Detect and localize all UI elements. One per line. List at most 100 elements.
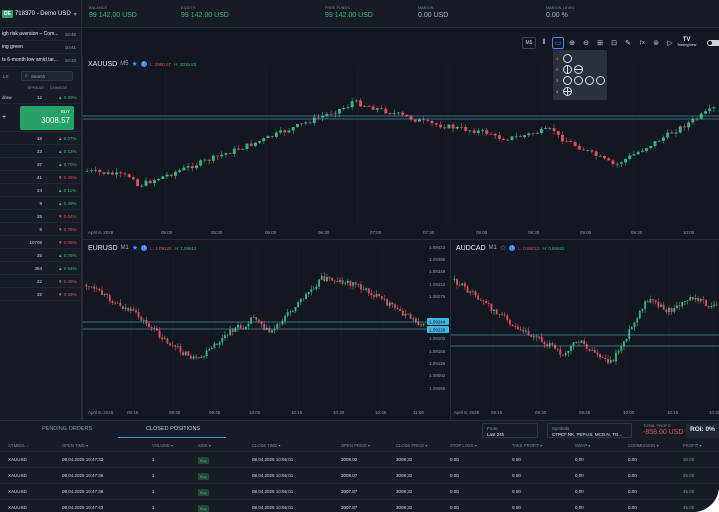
chart-panel-audcad[interactable]: AUDCAD M1 ☆ i L: 0.86010 H: 0.86682 Apri…: [450, 239, 719, 420]
candle-body: [409, 116, 413, 120]
tab-closed-positions[interactable]: CLOSED POSITIONS: [146, 426, 201, 432]
candle-body: [224, 334, 226, 339]
candle-body: [622, 341, 625, 347]
instrument-row[interactable]: 24 ▲ 0.11%: [0, 184, 81, 197]
layout-3b-icon[interactable]: [574, 76, 583, 85]
candle-body: [460, 126, 463, 128]
candlestick-chart-eurusd: 1.09422 1.09385 1.09349 1.09312 1.09275 1.092…: [83, 245, 449, 415]
info-icon[interactable]: i: [509, 245, 516, 251]
candle-body: [115, 172, 119, 175]
candle-body: [632, 154, 636, 156]
candle-body: [596, 352, 599, 355]
candle-body: [514, 325, 517, 327]
zoom-out-icon[interactable]: ⊖: [583, 40, 589, 47]
plus-icon[interactable]: +: [2, 114, 7, 121]
star-outline-icon[interactable]: ☆: [499, 245, 507, 252]
star-icon[interactable]: ★: [131, 245, 139, 252]
change-value: ▲ 0.13%: [58, 148, 77, 154]
instrument-search-row: LS ⌕ Search: [0, 69, 81, 83]
tab-pending-orders[interactable]: PENDING ORDERS: [42, 426, 93, 432]
table-cell: 08.04.2025 10:47:38: [62, 489, 104, 494]
chart-panel-xauusd[interactable]: XAUUSD M5 ★ i L: 2980.57 H: 3015.83 Apri…: [82, 56, 719, 239]
instrument-row[interactable]: 384 ▲ 0.94%: [0, 262, 81, 275]
crosshair-icon[interactable]: ⊞: [597, 40, 603, 47]
info-icon[interactable]: i: [141, 245, 148, 251]
candle-body: [161, 176, 165, 179]
instrument-row[interactable]: 41 ▼ 0.45%: [0, 171, 81, 184]
table-row[interactable]: XAUUSD 08.04.2025 10:47:36 1 Buy 08.04.2025 …: [0, 467, 719, 482]
instrument-row[interactable]: 8 ▼ 0.76%: [0, 223, 81, 236]
settings-icon[interactable]: ⊚: [653, 40, 659, 47]
layout-2v-icon[interactable]: [563, 65, 572, 74]
indicators-icon[interactable]: ƒx: [639, 40, 645, 46]
news-item[interactable]: ts 6-month low amid tar... 10:33: [0, 54, 81, 67]
table-cell: 45.00: [683, 489, 695, 494]
column-header[interactable]: OPEN TIME ▾: [62, 443, 89, 448]
candle-body: [458, 284, 461, 286]
instrument-row[interactable]: 25 ▼ 0.04%: [0, 210, 81, 223]
date-filter[interactable]: From Last 24h: [482, 423, 538, 438]
column-header[interactable]: SWAP ▾: [575, 443, 591, 448]
layout-4-icon[interactable]: [563, 87, 572, 96]
instrument-tab[interactable]: LS: [3, 73, 9, 79]
instrument-row[interactable]: 37 ▲ 0.70%: [0, 158, 81, 171]
table-cell: 0.00: [512, 457, 521, 462]
account-selector[interactable]: DE 718370 - Demo USD ▾: [0, 0, 82, 28]
candle-body: [271, 330, 273, 333]
candles-icon[interactable]: ⫴: [542, 39, 546, 46]
chart-timeframe: M1: [488, 245, 497, 251]
instrument-row[interactable]: draw 12 ▲ 0.90%: [0, 91, 81, 104]
instrument-row[interactable]: 22 ▼ 0.48%: [0, 275, 81, 288]
column-header[interactable]: STOP LOSS ▾: [450, 443, 477, 448]
column-header[interactable]: OPEN PRICE ▾: [341, 443, 371, 448]
instrument-row[interactable]: 18 ▲ 0.07%: [0, 132, 81, 145]
layout-3a-icon[interactable]: [563, 76, 572, 85]
layout-3d-icon[interactable]: [596, 76, 605, 85]
candle-body: [140, 316, 143, 321]
table-row[interactable]: XAUUSD 08.04.2025 10:47:38 1 Buy 08.04.2025 …: [0, 483, 719, 498]
instrument-row[interactable]: 23 ▲ 0.13%: [0, 145, 81, 158]
candle-body: [414, 318, 417, 322]
instrument-row[interactable]: 9 ▲ 0.48%: [0, 197, 81, 210]
column-header[interactable]: CLOSE PRICE ▾: [396, 443, 428, 448]
column-header[interactable]: PROFIT ▾: [683, 443, 702, 448]
star-icon[interactable]: ★: [131, 61, 138, 68]
column-header[interactable]: SYMBOL ↓: [8, 443, 29, 448]
theme-toggle[interactable]: [707, 40, 719, 46]
layout-3c-icon[interactable]: [585, 76, 594, 85]
x-axis-label: 10:00: [623, 410, 635, 415]
layout-2h-icon[interactable]: [574, 65, 583, 74]
column-header[interactable]: CLOSE TIME ▾: [252, 443, 281, 448]
buy-button[interactable]: BUY 3008.57: [20, 105, 74, 130]
candle-body: [670, 308, 673, 312]
table-cell: 3007.87: [341, 505, 358, 510]
column-header[interactable]: SIDE ▾: [198, 443, 212, 448]
chart-panel-eurusd[interactable]: EURUSD M1 ★ i L: 1.09120 H: 1.09812 1.09…: [82, 239, 450, 420]
instrument-row-expanded: + BUY 3008.57: [0, 104, 81, 132]
layout-1-icon[interactable]: [563, 54, 572, 63]
zoom-in-icon[interactable]: ⊕: [569, 40, 575, 47]
instrument-row[interactable]: 32 ▼ 0.58%: [0, 288, 81, 301]
instrument-row[interactable]: 10708 ▼ 0.05%: [0, 236, 81, 249]
draw-icon[interactable]: ✎: [625, 40, 631, 47]
candle-body: [119, 302, 122, 307]
news-item[interactable]: ing green 10:41: [0, 41, 81, 54]
info-icon[interactable]: i: [140, 61, 147, 67]
table-row[interactable]: XAUUSD 08.04.2025 10:47:32 1 Buy 08.04.2025 …: [0, 451, 719, 466]
skip-icon[interactable]: ▷: [667, 40, 673, 47]
table-row[interactable]: XAUUSD 08.04.2025 10:47:43 1 Buy 08.04.2025 …: [0, 499, 719, 512]
candle-body: [338, 109, 341, 114]
fit-icon[interactable]: ⊡: [611, 40, 617, 47]
symbols-filter[interactable]: Symbols CTPCF.NK, PEP.US, MCD.N, TG...: [547, 423, 632, 438]
news-item[interactable]: igh risk aversion – Com... 10:46: [0, 28, 81, 41]
column-header[interactable]: COMMISSION ▾: [628, 443, 659, 448]
interval-button[interactable]: M5: [522, 37, 536, 49]
search-input[interactable]: ⌕ Search: [21, 71, 73, 81]
instrument-row[interactable]: 25 ▲ 0.75%: [0, 249, 81, 262]
column-header[interactable]: TAKE PROFIT ▾: [512, 443, 543, 448]
candle-body: [245, 143, 249, 149]
candle-body: [548, 343, 551, 346]
layout-icon[interactable]: ▭: [552, 37, 564, 49]
column-header[interactable]: VOLUME ▾: [152, 443, 173, 448]
candle-body: [456, 279, 458, 285]
